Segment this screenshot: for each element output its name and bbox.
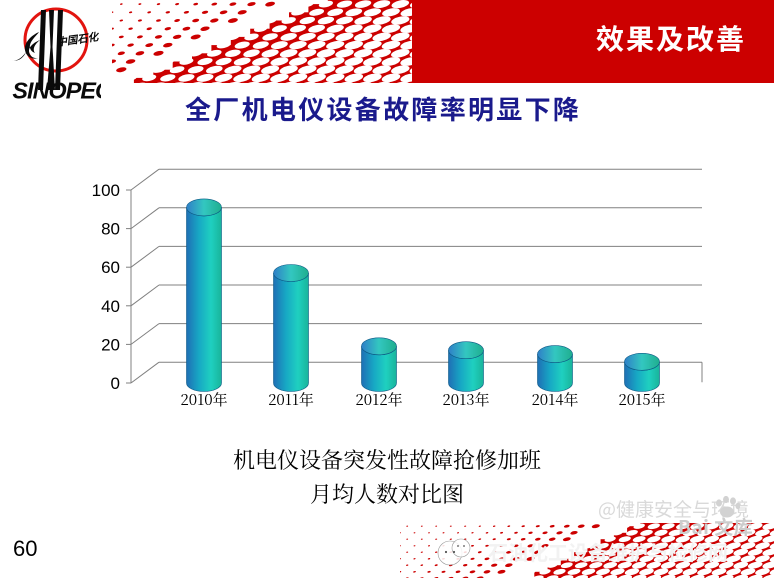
svg-text:100: 100	[92, 181, 120, 200]
svg-text:中国石化: 中国石化	[56, 30, 100, 49]
svg-text:40: 40	[101, 297, 120, 316]
svg-text:2013年: 2013年	[442, 389, 489, 410]
svg-text:20: 20	[101, 335, 120, 354]
svg-text:2011年: 2011年	[268, 389, 314, 410]
svg-text:SINOPEC: SINOPEC	[12, 77, 101, 103]
svg-text:0: 0	[111, 374, 120, 393]
svg-text:2015年: 2015年	[618, 389, 665, 410]
svg-text:2014年: 2014年	[531, 389, 578, 410]
svg-text:2010年: 2010年	[180, 389, 227, 410]
svg-text:80: 80	[101, 220, 120, 239]
svg-text:2012年: 2012年	[355, 389, 402, 410]
svg-text:60: 60	[101, 258, 120, 277]
